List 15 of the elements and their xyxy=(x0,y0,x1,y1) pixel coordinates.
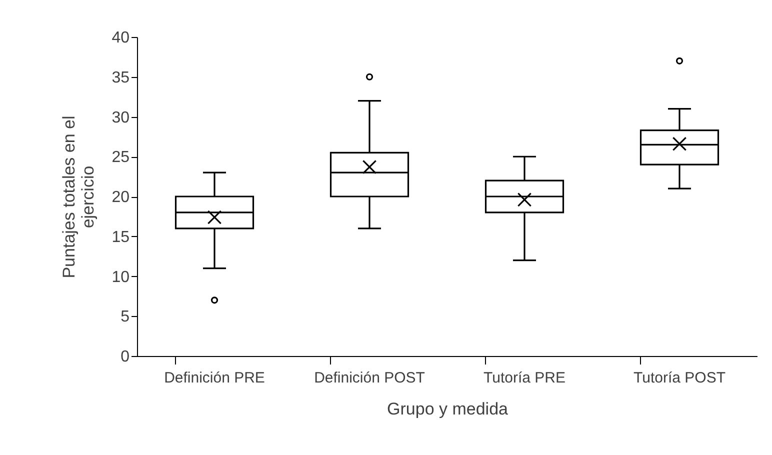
x-axis-title: Grupo y medida xyxy=(387,400,509,418)
y-tick-label: 40 xyxy=(112,30,130,46)
y-axis-title: Puntajes totales en el ejercicio xyxy=(60,116,98,278)
y-tick-label: 5 xyxy=(120,308,130,326)
x-tick-label: Definición POST xyxy=(314,370,425,386)
y-tick-label: 10 xyxy=(112,268,130,286)
y-tick-label: 20 xyxy=(112,189,130,206)
y-tick-label: 15 xyxy=(112,228,130,246)
y-tick-label: 0 xyxy=(120,348,130,366)
x-tick-label: Tutoría POST xyxy=(634,370,726,386)
y-tick-label: 35 xyxy=(112,69,130,86)
y-tick-label: 25 xyxy=(112,149,130,166)
y-tick-label: 30 xyxy=(112,109,130,126)
x-tick-label: Tutoría PRE xyxy=(484,370,566,386)
x-tick-label: Definición PRE xyxy=(164,370,265,386)
